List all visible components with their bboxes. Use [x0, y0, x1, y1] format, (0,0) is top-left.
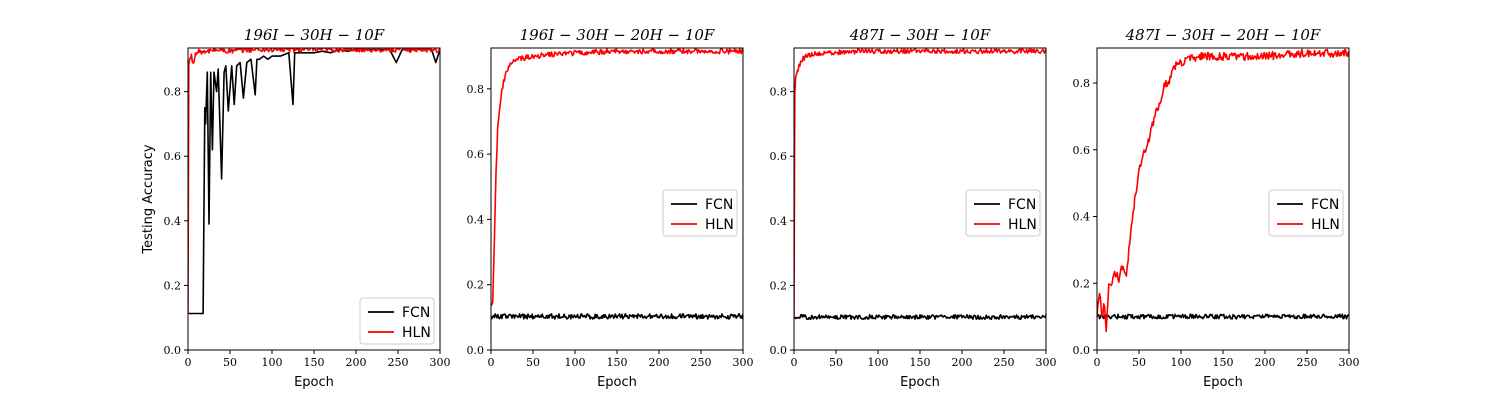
x-tick-label: 0	[185, 356, 192, 369]
series-line-hln	[188, 48, 440, 314]
x-tick-label: 250	[691, 356, 712, 369]
x-tick-label: 100	[565, 356, 586, 369]
x-tick-label: 100	[262, 356, 283, 369]
legend-entry-hln: HLN	[1311, 217, 1340, 233]
subplot-title: 487I − 30H − 10F	[849, 26, 991, 44]
y-tick-label: 0.8	[467, 83, 485, 96]
y-tick-label: 0.6	[1073, 144, 1091, 157]
legend: FCN HLN	[1268, 189, 1344, 237]
x-tick-label: 300	[733, 356, 754, 369]
x-tick-label: 50	[223, 356, 237, 369]
legend: FCN HLN	[965, 189, 1041, 237]
legend-entry-hln: HLN	[402, 325, 431, 341]
x-tick-label: 0	[488, 356, 495, 369]
y-tick-label: 0.6	[467, 148, 485, 161]
y-axis-label: Testing Accuracy	[141, 144, 156, 254]
x-tick-label: 50	[526, 356, 540, 369]
y-tick-label: 0.4	[1073, 211, 1091, 224]
series-line-fcn	[794, 314, 1046, 321]
x-tick-label: 200	[952, 356, 973, 369]
y-tick-label: 0.0	[164, 344, 182, 357]
legend-entry-fcn: FCN	[402, 305, 430, 321]
x-tick-label: 0	[1094, 356, 1101, 369]
x-tick-label: 100	[1171, 356, 1192, 369]
series-line-fcn	[491, 313, 743, 320]
y-tick-label: 0.2	[467, 279, 485, 292]
x-tick-label: 250	[1297, 356, 1318, 369]
x-axis-label: Epoch	[597, 375, 637, 390]
x-axis-label: Epoch	[294, 375, 334, 390]
x-tick-label: 300	[1339, 356, 1360, 369]
series-line-fcn	[1097, 313, 1349, 320]
x-tick-label: 200	[1255, 356, 1276, 369]
y-tick-label: 0.0	[467, 344, 485, 357]
x-tick-label: 200	[649, 356, 670, 369]
y-tick-label: 0.8	[770, 86, 788, 99]
subplot-title: 196I − 30H − 10F	[244, 26, 385, 44]
legend-entry-hln: HLN	[1008, 217, 1037, 233]
x-tick-label: 100	[868, 356, 889, 369]
legend: FCN HLN	[359, 297, 435, 345]
subplot-3: 0 50 100 150 200 250 300 0.0 0.2 0.4 0.6 0.8 487I − …	[770, 26, 1057, 390]
x-tick-label: 150	[607, 356, 628, 369]
y-tick-label: 0.8	[1073, 77, 1091, 90]
x-tick-label: 150	[304, 356, 325, 369]
y-tick-label: 0.0	[770, 344, 788, 357]
legend: FCN HLN	[662, 189, 738, 237]
y-tick-label: 0.2	[770, 279, 788, 292]
y-tick-label: 0.0	[1073, 344, 1091, 357]
x-tick-label: 50	[1132, 356, 1146, 369]
subplot-4: 0 50 100 150 200 250 300 0.0 0.2 0.4 0.6 0.8 487I − …	[1073, 26, 1360, 390]
x-tick-label: 200	[346, 356, 367, 369]
x-axis-label: Epoch	[1203, 375, 1243, 390]
legend-entry-hln: HLN	[705, 217, 734, 233]
y-tick-label: 0.6	[770, 150, 788, 163]
x-tick-label: 50	[829, 356, 843, 369]
series-line-hln	[1097, 48, 1349, 333]
subplot-title: 487I − 30H − 20H − 10F	[1125, 26, 1321, 44]
series-line-hln	[794, 48, 1046, 318]
legend-entry-fcn: FCN	[705, 197, 733, 213]
y-tick-label: 0.6	[164, 150, 182, 163]
y-tick-label: 0.2	[1073, 277, 1091, 290]
series-line-hln	[491, 48, 743, 306]
y-tick-label: 0.8	[164, 86, 182, 99]
subplot-1: 0 50 100 150 200 250 300 0.0 0.2 0.4 0.6 0.8 196I − …	[141, 26, 451, 390]
subplot-title: 196I − 30H − 20H − 10F	[520, 26, 715, 44]
x-tick-label: 300	[430, 356, 451, 369]
x-tick-label: 150	[910, 356, 931, 369]
legend-entry-fcn: FCN	[1008, 197, 1036, 213]
x-tick-label: 150	[1213, 356, 1234, 369]
x-axis-label: Epoch	[900, 375, 940, 390]
x-tick-label: 250	[994, 356, 1015, 369]
legend-entry-fcn: FCN	[1311, 197, 1339, 213]
x-tick-label: 300	[1036, 356, 1057, 369]
x-tick-label: 0	[791, 356, 798, 369]
y-tick-label: 0.4	[770, 215, 788, 228]
y-tick-label: 0.4	[164, 215, 182, 228]
y-tick-label: 0.4	[467, 213, 485, 226]
series-line-fcn	[188, 48, 440, 315]
y-tick-label: 0.2	[164, 279, 182, 292]
x-tick-label: 250	[388, 356, 409, 369]
subplot-2: 0 50 100 150 200 250 300 0.0 0.2 0.4 0.6 0.8 196I − …	[467, 26, 754, 390]
